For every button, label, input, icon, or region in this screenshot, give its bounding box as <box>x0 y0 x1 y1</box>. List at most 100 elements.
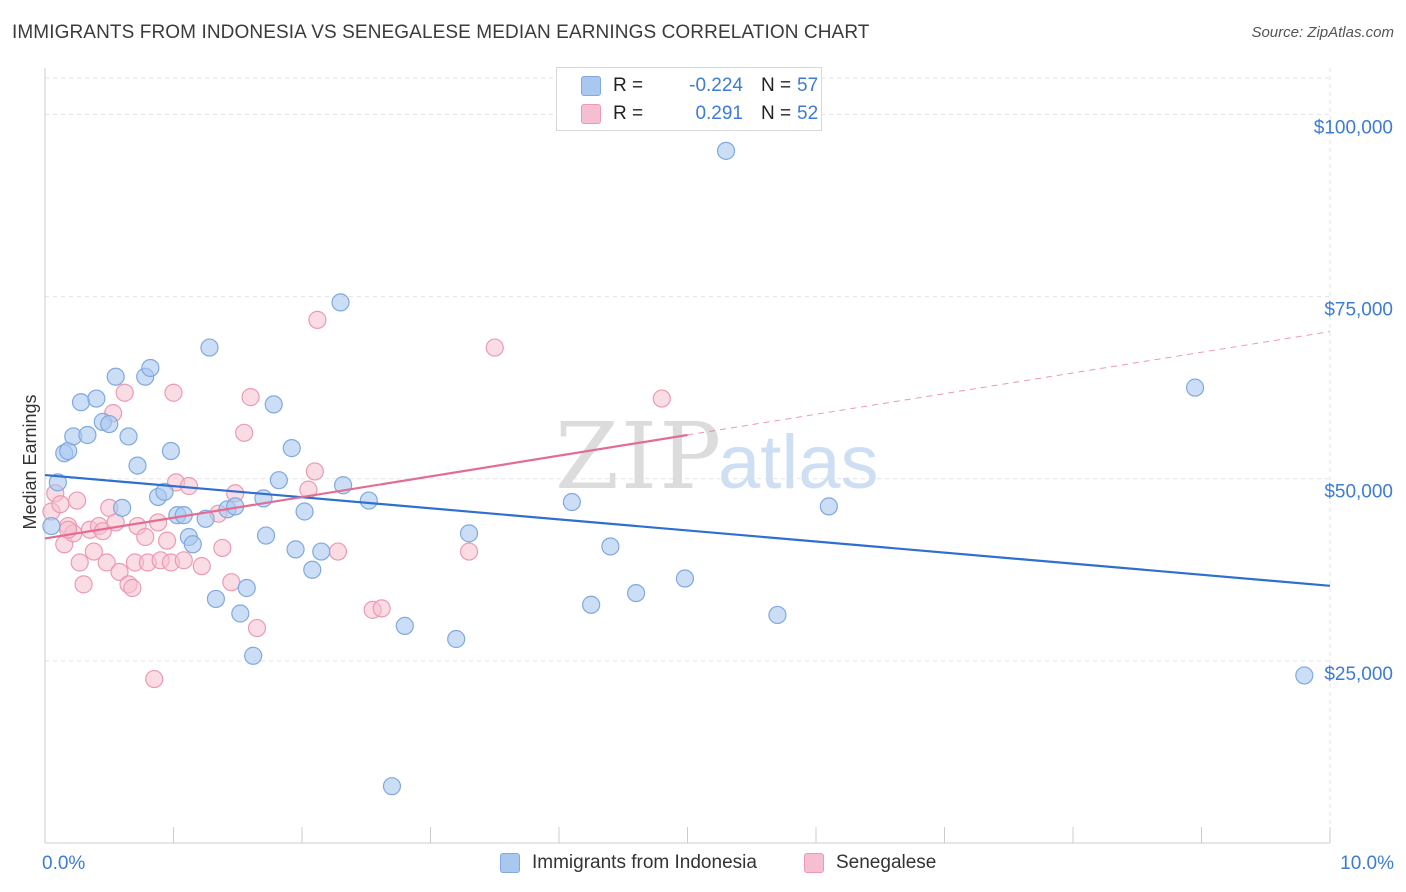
indonesia-point <box>183 535 202 554</box>
indonesia-point <box>237 578 256 598</box>
indonesia-point <box>244 646 263 665</box>
indonesia-point <box>768 605 787 625</box>
indonesia-point <box>78 425 97 445</box>
r-label: R = <box>613 75 644 96</box>
indonesia-point <box>1185 378 1205 397</box>
senegalese-point <box>97 553 116 572</box>
legend-label-senegalese: Senegalese <box>836 852 937 873</box>
y-tick-label: $25,000 <box>1324 664 1393 685</box>
indonesia-point <box>1295 666 1314 685</box>
indonesia-point <box>459 524 479 543</box>
indonesia-point <box>71 393 91 412</box>
senegalese-point <box>308 310 327 329</box>
senegalese-point <box>115 383 134 402</box>
indonesia-point <box>286 540 305 559</box>
indonesia-point <box>42 516 61 536</box>
indonesia-point <box>200 338 219 357</box>
indonesia-point <box>582 595 601 614</box>
senegalese-point <box>145 669 164 689</box>
indonesia-point <box>269 471 288 490</box>
indonesia-point <box>716 141 736 160</box>
source-label: Source: ZipAtlas.com <box>1251 24 1394 41</box>
legend-label-indonesia: Immigrants from Indonesia <box>532 852 757 873</box>
indonesia-points <box>42 141 1314 796</box>
indonesia-point <box>155 482 174 501</box>
indonesia-point <box>819 497 838 516</box>
senegalese-point <box>222 573 241 592</box>
r-label: R = <box>613 103 644 124</box>
n-label: N = <box>761 75 792 96</box>
senegalese-point <box>110 562 129 582</box>
senegalese-point <box>328 542 348 561</box>
indonesia-point <box>447 629 466 649</box>
indonesia-swatch <box>581 76 601 96</box>
senegalese-trendline-extension <box>687 331 1331 436</box>
senegalese-point <box>70 553 89 572</box>
senegalese-point <box>174 551 193 570</box>
indonesia-point <box>231 604 250 623</box>
indonesia-point <box>331 293 350 312</box>
watermark-zip: ZIP <box>555 403 723 510</box>
x-tick-label: 10.0% <box>1340 853 1394 874</box>
correlation-legend: R = -0.224 N = 57 R = 0.291 N = 52 <box>556 67 822 131</box>
indonesia-point <box>312 542 331 561</box>
n-value: 57 <box>797 75 819 96</box>
y-tick-label: $75,000 <box>1324 300 1393 321</box>
senegalese-point <box>241 388 260 407</box>
senegalese-point <box>74 575 93 594</box>
series-legend: Immigrants from Indonesia Senegalese <box>0 852 1406 878</box>
n-label: N = <box>761 103 792 124</box>
senegalese-point <box>164 383 183 402</box>
senegalese-point <box>192 557 211 576</box>
indonesia-point <box>626 583 646 603</box>
senegalese-point <box>485 338 504 357</box>
trendlines <box>44 331 1331 587</box>
senegalese-point <box>136 527 155 547</box>
indonesia-point <box>161 441 181 461</box>
senegalese-point <box>123 578 142 598</box>
y-axis-label: Median Earnings <box>20 394 40 529</box>
chart-title: IMMIGRANTS FROM INDONESIA VS SENEGALESE … <box>12 22 870 43</box>
senegalese-point <box>459 542 479 561</box>
indonesia-trendline <box>44 473 1331 587</box>
senegalese-point <box>372 599 391 618</box>
indonesia-point <box>256 526 276 545</box>
indonesia-point <box>264 395 283 414</box>
senegalese-point <box>247 618 267 638</box>
senegalese-point <box>51 495 70 514</box>
indonesia-point <box>295 502 314 521</box>
indonesia-point <box>282 439 301 458</box>
senegalese-point <box>305 462 324 481</box>
indonesia-point <box>196 509 215 528</box>
indonesia-point <box>100 414 119 434</box>
senegalese-point <box>157 531 177 550</box>
indonesia-point <box>562 492 581 512</box>
senegalese-swatch <box>581 104 601 124</box>
indonesia-point <box>48 473 67 492</box>
indonesia-point <box>206 589 226 609</box>
indonesia-point <box>128 456 147 475</box>
senegalese-point <box>235 423 254 442</box>
y-tick-label: $50,000 <box>1324 482 1393 503</box>
indonesia-point <box>106 367 125 386</box>
watermark-atlas: atlas <box>718 420 879 505</box>
indonesia-point <box>141 358 160 378</box>
legend-item-senegalese[interactable]: Senegalese <box>804 852 936 874</box>
indonesia-point <box>382 777 402 796</box>
y-tick-label: $100,000 <box>1314 117 1393 138</box>
senegalese-point <box>68 491 87 510</box>
legend-item-indonesia[interactable]: Immigrants from Indonesia <box>500 852 757 874</box>
r-value: 0.291 <box>695 103 743 124</box>
indonesia-point <box>601 537 620 556</box>
indonesia-point <box>303 560 322 579</box>
axes <box>44 68 1331 844</box>
indonesia-point <box>119 427 138 446</box>
senegalese-trendline <box>44 433 688 540</box>
senegalese-swatch <box>804 853 824 873</box>
indonesia-swatch <box>500 853 520 873</box>
indonesia-point <box>112 498 132 517</box>
n-value: 52 <box>797 103 819 124</box>
senegalese-point <box>652 389 671 408</box>
indonesia-point <box>359 491 378 510</box>
